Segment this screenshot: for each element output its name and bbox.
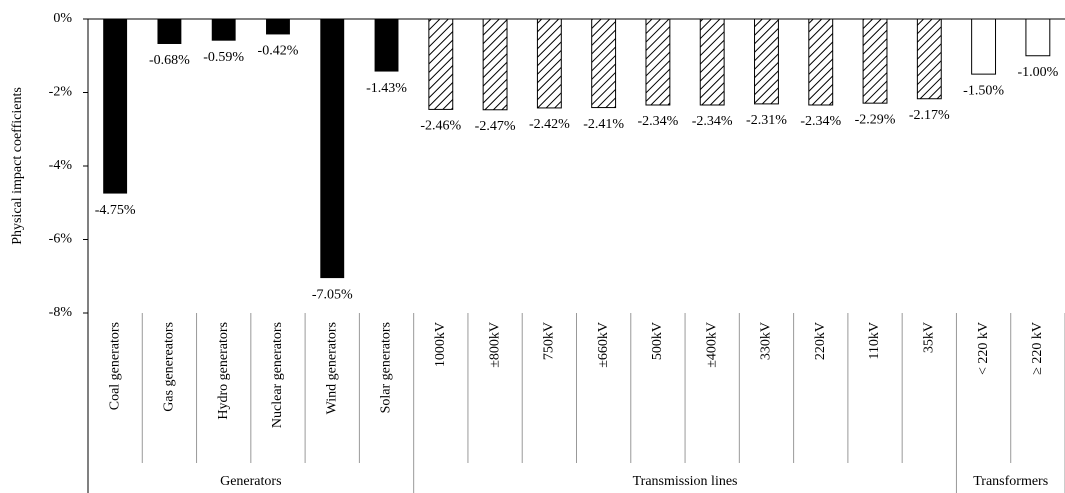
bar [428,18,454,110]
x-tick-label: Hydro generators [216,322,231,420]
value-label: -7.05% [312,287,353,302]
bar [536,18,562,109]
x-tick-label: 750kV [542,322,557,360]
bar [374,19,399,72]
bar [754,18,779,105]
value-label: -2.34% [638,114,679,129]
x-tick-label: ≥ 220 kV [1030,322,1045,375]
bar [645,18,671,106]
x-tick-label: ±660kV [596,322,611,368]
x-tick-label: 1000kV [433,322,448,367]
x-tick-label: Solar generators [379,322,394,413]
value-label: -2.34% [692,114,733,129]
value-label: -2.47% [475,119,516,134]
group-label: Transmission lines [633,474,738,489]
bar [157,19,182,44]
y-tick-label: 0% [53,11,72,26]
value-label: -2.29% [855,112,896,127]
bar [916,18,942,100]
value-label: -1.00% [1017,65,1058,80]
value-label: -1.50% [963,83,1004,98]
y-tick-label: -8% [49,305,73,320]
x-tick-label: 330kV [759,322,774,360]
x-tick-label: 500kV [650,322,665,360]
bar [103,19,128,194]
x-tick-label: Nuclear generators [270,322,285,428]
bar [862,18,888,104]
y-tick-label: -4% [49,158,73,173]
value-label: -2.42% [529,117,570,132]
bar [482,18,508,111]
value-label: -4.75% [95,203,136,218]
x-tick-label: Gas genereators [162,322,177,412]
bar [266,19,290,35]
x-tick-label: Coal generators [107,322,122,410]
value-label: -2.34% [800,114,841,129]
y-tick-label: -2% [49,85,73,100]
bar [808,18,834,106]
y-axis-label: Physical impact coefficients [10,87,25,245]
value-label: -2.17% [909,108,950,123]
x-tick-label: ±800kV [487,322,502,368]
x-tick-label: Wind generators [324,322,339,414]
x-tick-label: < 220 kV [976,322,991,375]
value-label: -0.68% [149,53,190,68]
bar [320,19,345,279]
x-tick-label: 220kV [813,322,828,360]
value-label: -2.46% [420,119,461,134]
x-tick-label: 35kV [922,322,937,353]
group-label: Transformers [973,474,1048,489]
bar [1025,18,1051,57]
x-tick-label: 110kV [867,322,882,360]
bar [971,18,997,75]
value-label: -2.31% [746,113,787,128]
value-label: -0.42% [258,44,299,59]
group-label: Generators [220,474,281,489]
bar [211,19,236,41]
value-label: -0.59% [203,50,244,65]
value-label: -1.43% [366,81,407,96]
bar [591,18,617,109]
y-tick-label: -6% [49,232,73,247]
bar [699,18,725,106]
x-tick-label: ±400kV [704,322,719,368]
value-label: -2.41% [583,117,624,132]
